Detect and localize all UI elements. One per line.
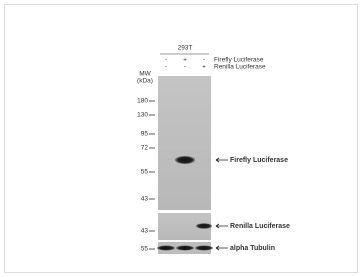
- treatment-label: Renilla Luciferase: [214, 64, 266, 71]
- band-label: alpha Tubulin: [230, 245, 275, 252]
- mw-marker: 43: [141, 228, 149, 235]
- treatment-sign: -: [165, 64, 167, 71]
- mw-title: MW: [139, 71, 151, 78]
- mw-unit: (kDa): [137, 78, 153, 85]
- mw-marker: 130: [137, 112, 148, 119]
- mw-marker: 43: [141, 196, 149, 203]
- mw-marker: 72: [141, 145, 149, 152]
- mw-marker: 55: [141, 169, 149, 176]
- band: [175, 156, 195, 164]
- band: [196, 223, 212, 229]
- treatment-label: Firefly Luciferase: [214, 57, 264, 64]
- mw-marker: 180: [137, 98, 148, 105]
- band: [176, 246, 194, 251]
- figure: 293T -+---+ Firefly Luciferase Renilla L…: [0, 0, 362, 277]
- cell-line: 293T: [178, 45, 193, 52]
- band-label: Firefly Luciferase: [230, 157, 288, 164]
- treatment-sign: -: [165, 57, 167, 64]
- band-label: Renilla Luciferase: [230, 223, 290, 230]
- treatment-sign: +: [183, 57, 187, 64]
- band: [157, 246, 175, 251]
- mw-marker: 55: [141, 246, 149, 253]
- treatment-sign: -: [203, 57, 205, 64]
- blot-panel: [158, 76, 211, 210]
- mw-marker: 95: [141, 131, 149, 138]
- treatment-sign: +: [202, 64, 206, 71]
- band: [195, 246, 213, 251]
- treatment-sign: -: [184, 64, 186, 71]
